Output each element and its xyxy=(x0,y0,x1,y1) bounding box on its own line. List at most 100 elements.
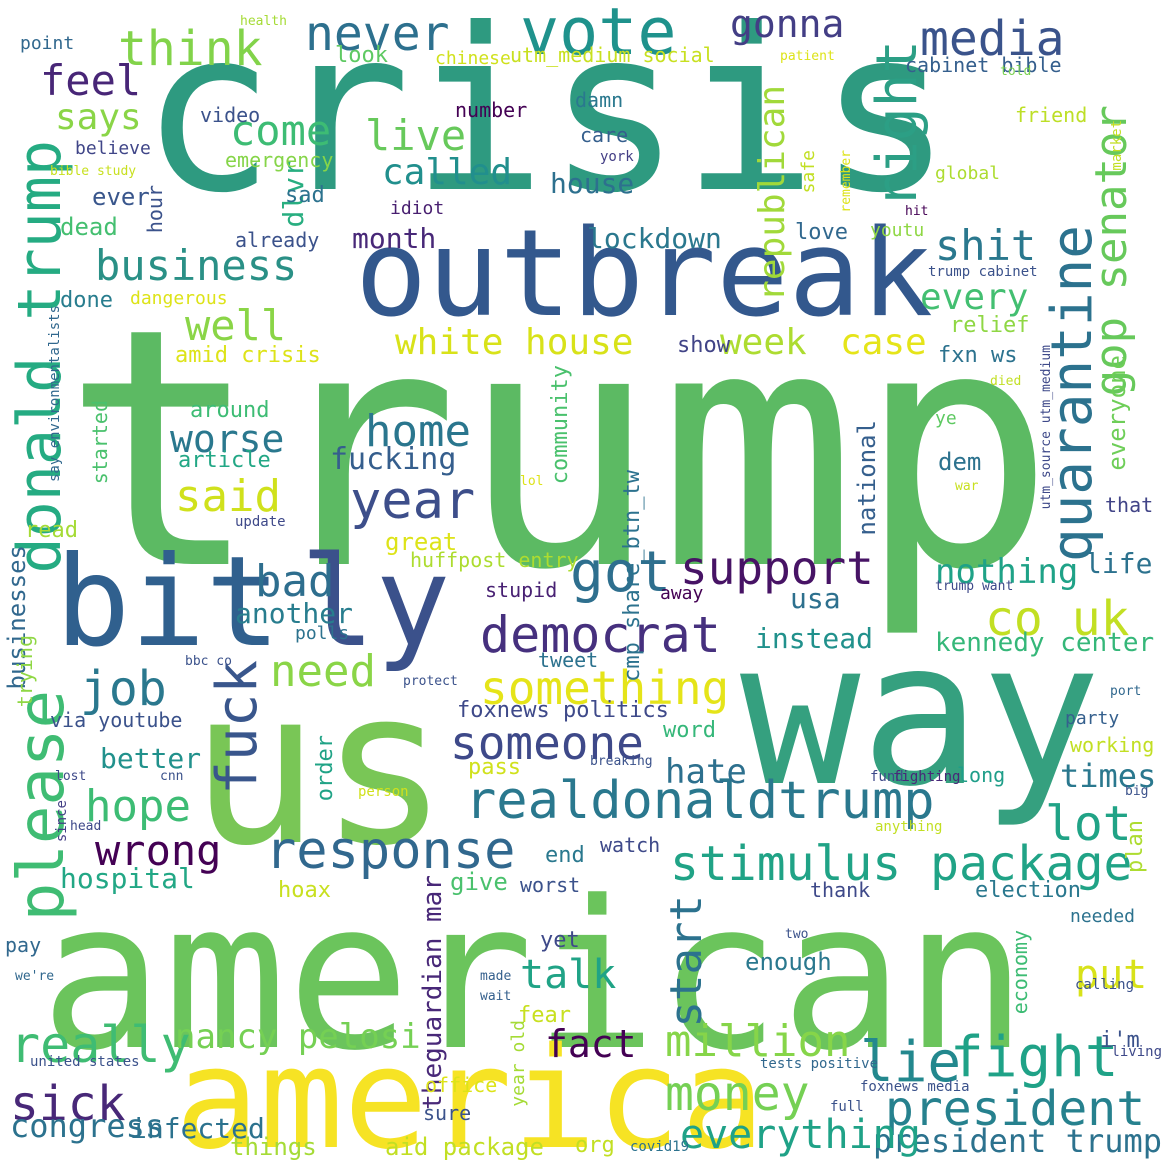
word-head: head xyxy=(70,819,102,834)
word-said: said xyxy=(175,471,281,522)
word-president: president xyxy=(885,1081,1146,1137)
word-worse: worse xyxy=(170,417,285,461)
word-nancy-pelosi: nancy pelosi xyxy=(175,1017,421,1057)
word-relief: relief xyxy=(950,313,1030,338)
word-ly: ly xyxy=(300,530,451,675)
word-lockdown: lockdown xyxy=(587,222,722,255)
word-article: article xyxy=(178,448,271,473)
word-lol: lol xyxy=(520,474,544,489)
word-sad: sad xyxy=(285,183,325,208)
word-that: that xyxy=(1105,493,1154,517)
word-wait: wait xyxy=(480,989,512,1004)
word-worst: worst xyxy=(520,873,581,897)
word-better: better xyxy=(100,742,202,775)
word-died: died xyxy=(990,374,1022,389)
word-dangerous: dangerous xyxy=(130,288,228,309)
word-read: read xyxy=(25,518,78,543)
word-end: end xyxy=(545,843,585,868)
word-youtu: youtu xyxy=(870,220,925,241)
word-party: party xyxy=(1065,708,1120,729)
word-done: done xyxy=(60,288,113,313)
word-cabinet-bible: cabinet bible xyxy=(905,53,1062,77)
word-care: care xyxy=(580,123,629,147)
word-update: update xyxy=(235,514,286,530)
word-away: away xyxy=(660,583,704,604)
word-american: american xyxy=(40,858,1028,1096)
word-everyone: everyone xyxy=(1103,355,1131,471)
word-year-old: year old xyxy=(508,1020,529,1107)
word-stupid: stupid xyxy=(485,578,558,602)
word-cmp-share-btn-tw: cmp share_btn_tw xyxy=(620,470,645,682)
word-response: response xyxy=(265,821,516,881)
word-need: need xyxy=(270,646,376,697)
word-look: look xyxy=(335,43,388,68)
word-republican: republican xyxy=(752,85,793,302)
word-org: org xyxy=(575,1133,615,1158)
word-business: business xyxy=(95,241,298,290)
word-congress: congress xyxy=(10,1107,165,1145)
word-crisis: crisis xyxy=(140,0,953,243)
word-protect: protect xyxy=(403,674,458,689)
word-month: month xyxy=(352,222,437,255)
word-fighting: fighting xyxy=(893,769,961,785)
word-watch: watch xyxy=(600,833,661,857)
word-community: community xyxy=(548,365,573,485)
word-hoax: hoax xyxy=(278,878,331,903)
word-bible-study: bible study xyxy=(50,164,137,179)
word-trump: trump xyxy=(62,258,1056,642)
word-breaking: breaking xyxy=(590,754,653,769)
word-tests-positive: tests positive xyxy=(760,1056,879,1072)
word-well: well xyxy=(185,301,287,350)
word-port: port xyxy=(1110,684,1142,699)
word-yet: yet xyxy=(540,928,580,953)
word-someone: someone xyxy=(450,716,644,770)
word-trump-cabinet: trump cabinet xyxy=(928,264,1038,280)
word-working: working xyxy=(1070,733,1155,757)
word-support: support xyxy=(680,541,874,595)
word-foxnews-politics: foxnews politics xyxy=(457,698,669,723)
word-office: office xyxy=(425,1073,498,1097)
word-year: year xyxy=(350,471,476,531)
word-told: told xyxy=(1000,64,1032,79)
word-chinese: chinese xyxy=(435,48,511,69)
word-person: person xyxy=(358,784,409,800)
word-love: love xyxy=(795,220,848,245)
word-living: living xyxy=(1111,1044,1162,1060)
word-believe: believe xyxy=(75,138,151,159)
word-fuck: fuck xyxy=(205,660,270,795)
word-hit: hit xyxy=(905,204,929,219)
word-amid-crisis: amid crisis xyxy=(175,343,321,368)
word-show: show xyxy=(677,333,730,358)
word-shit: shit xyxy=(935,221,1037,270)
word-around: around xyxy=(190,398,270,423)
word-hospital: hospital xyxy=(60,862,195,895)
word-house: house xyxy=(550,167,635,200)
word-trying: trying xyxy=(13,635,37,708)
word-america: america xyxy=(175,1018,766,1174)
word-come: come xyxy=(230,106,332,155)
word-dem: dem xyxy=(938,448,982,476)
word-talk: talk xyxy=(520,952,617,998)
word-really: really xyxy=(10,1016,191,1074)
word-long: long xyxy=(957,763,1006,787)
word-never: never xyxy=(305,6,450,62)
word-remember: remember xyxy=(839,150,854,213)
word-point: point xyxy=(20,33,75,54)
word-friend: friend xyxy=(1015,103,1088,127)
word-number: number xyxy=(455,98,528,122)
word-lost: lost xyxy=(55,769,87,784)
word-order: order xyxy=(313,735,338,802)
word-fund: fund xyxy=(870,769,904,785)
word-sick: sick xyxy=(10,1076,126,1132)
word-needed: needed xyxy=(1070,906,1136,927)
word-say-environmentalists: say environmentalists xyxy=(47,305,63,483)
word-polls: polls xyxy=(295,623,350,644)
word-already: already xyxy=(235,228,320,252)
word-election: election xyxy=(975,878,1081,903)
word-fxn-ws: fxn ws xyxy=(938,343,1018,368)
word-via-youtube: via youtube xyxy=(50,708,183,732)
word-co-uk: co uk xyxy=(985,591,1130,647)
word-pass: pass xyxy=(468,755,521,780)
word-stimulus-package: stimulus package xyxy=(670,836,1133,892)
